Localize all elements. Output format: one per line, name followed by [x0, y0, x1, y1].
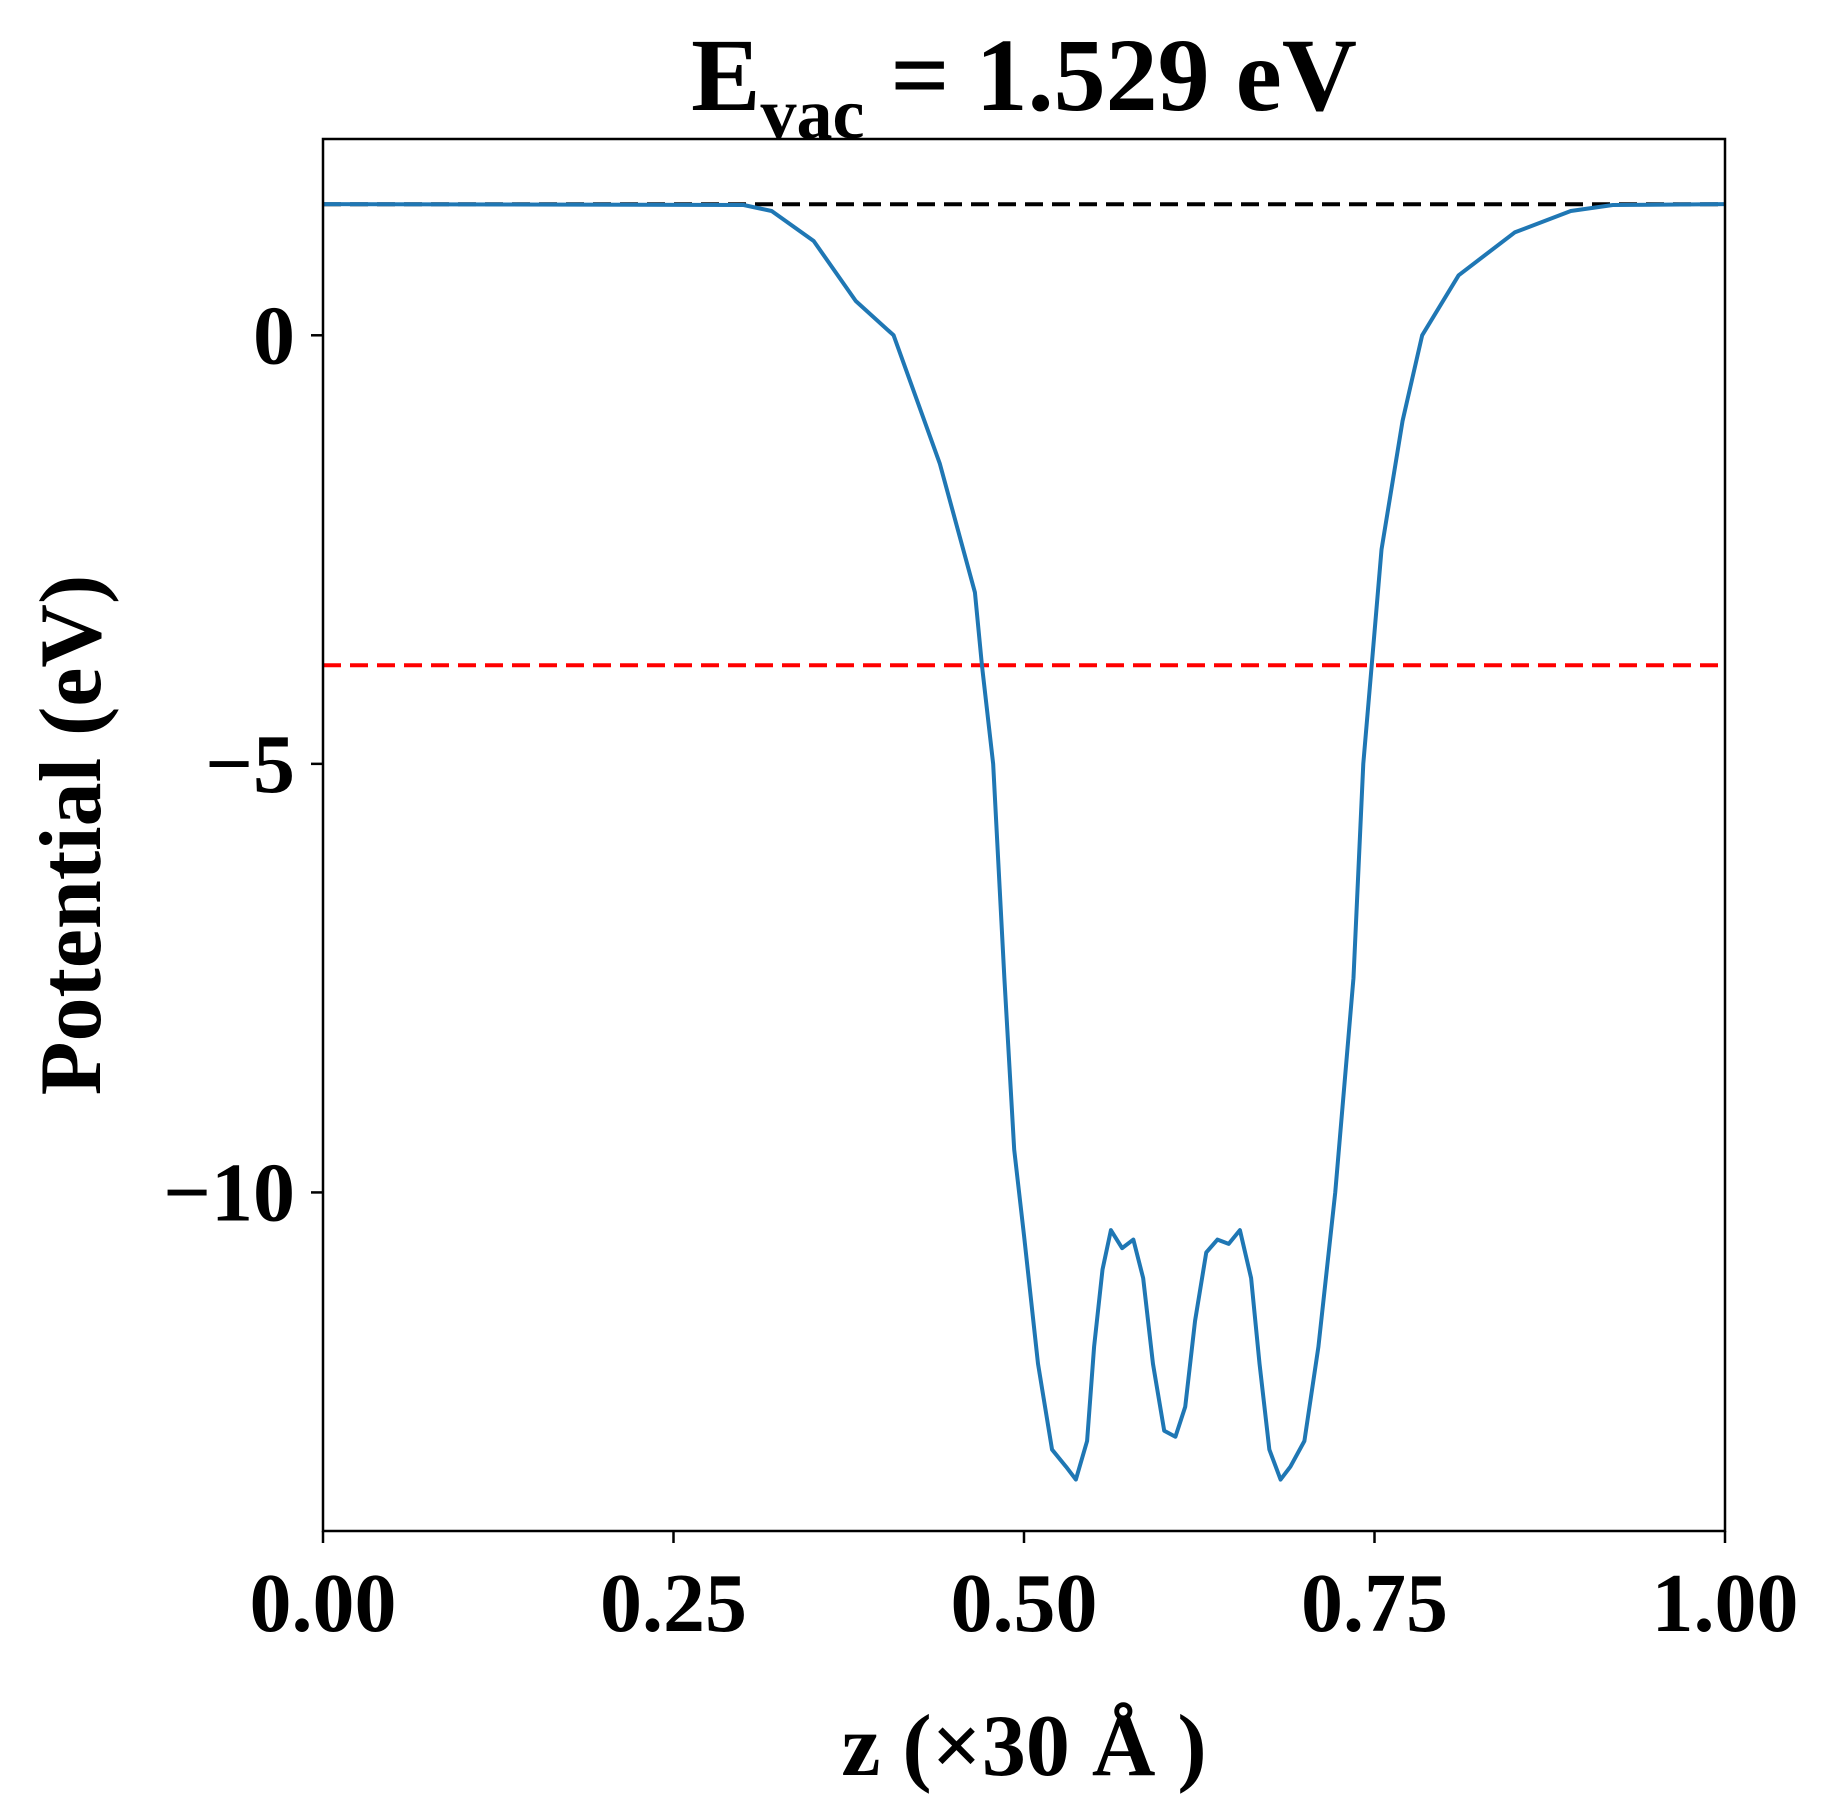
- y-tick-label: −5: [205, 718, 295, 811]
- plot-frame: [321, 137, 1727, 1533]
- x-tick-label: 0.25: [600, 1557, 747, 1650]
- x-tick-label: 0.00: [250, 1557, 397, 1650]
- x-tick-label: 0.50: [951, 1557, 1098, 1650]
- y-tick-label: −10: [163, 1146, 295, 1239]
- line-series: [322, 202, 1726, 1482]
- title-subscript: vac: [760, 74, 864, 154]
- x-tick-label: 0.75: [1301, 1557, 1448, 1650]
- y-axis-label: Potential (eV): [23, 575, 120, 1095]
- chart-title: Evac = 1.529 eV: [691, 18, 1357, 154]
- x-axis-label: z (×30 Å ): [841, 1698, 1206, 1794]
- title-text: = 1.529 eV: [864, 18, 1357, 133]
- y-tick-label: 0: [253, 289, 295, 382]
- title-symbol: E: [691, 18, 760, 133]
- x-tick-label: 1.00: [1652, 1557, 1799, 1650]
